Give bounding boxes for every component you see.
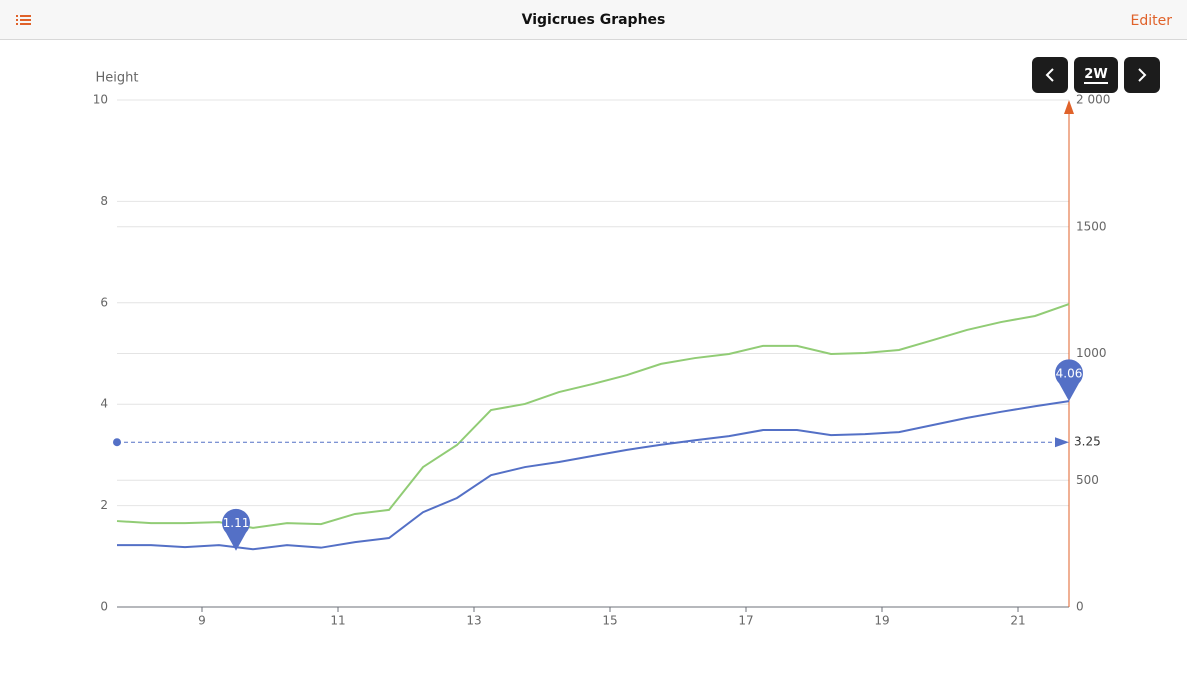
x-tick-label: 21 bbox=[1010, 614, 1025, 628]
prev-button[interactable] bbox=[1032, 57, 1068, 93]
threshold-label: 3.25 bbox=[1074, 435, 1101, 449]
y2-tick-label: 1500 bbox=[1076, 219, 1107, 233]
y-tick-label: 4 bbox=[100, 397, 108, 411]
marker-pin bbox=[1055, 359, 1083, 402]
marker-label: 4.06 bbox=[1056, 367, 1083, 381]
threshold-dot bbox=[113, 438, 121, 447]
threshold-arrow bbox=[1055, 437, 1069, 448]
marker-label: 1.11 bbox=[223, 516, 250, 530]
edit-button[interactable]: Editer bbox=[1130, 13, 1172, 29]
range-button[interactable]: 2W bbox=[1074, 57, 1118, 93]
y2-tick-label: 2 000 bbox=[1076, 93, 1110, 107]
y2-tick-label: 0 bbox=[1076, 600, 1084, 614]
x-tick-label: 13 bbox=[466, 614, 481, 628]
header: Vigicrues Graphes Editer bbox=[0, 0, 1187, 40]
marker-pin bbox=[222, 508, 250, 551]
x-tick-label: 19 bbox=[874, 614, 889, 628]
y-tick-label: 2 bbox=[100, 498, 108, 512]
menu-icon[interactable] bbox=[16, 15, 32, 27]
next-button[interactable] bbox=[1124, 57, 1160, 93]
y-axis-label: Height bbox=[96, 71, 139, 86]
y2-axis-arrow bbox=[1064, 100, 1074, 114]
y-tick-label: 10 bbox=[93, 93, 108, 107]
x-tick-label: 15 bbox=[602, 614, 617, 628]
x-tick-label: 9 bbox=[198, 614, 206, 628]
series-line bbox=[116, 303, 1070, 529]
y-tick-label: 6 bbox=[100, 295, 108, 309]
x-tick-label: 17 bbox=[738, 614, 753, 628]
y-tick-label: 8 bbox=[100, 194, 108, 208]
y-tick-label: 0 bbox=[100, 600, 108, 614]
y2-tick-label: 500 bbox=[1076, 473, 1099, 487]
y2-tick-label: 1000 bbox=[1076, 346, 1107, 360]
range-label: 2W bbox=[1084, 66, 1108, 84]
chart: Height 0 2 4 6 8 10 0 500 1000 1500 2 000 9 11 13 15 17 1… bbox=[93, 71, 1111, 628]
series-line bbox=[117, 400, 1070, 551]
page-title: Vigicrues Graphes bbox=[521, 12, 666, 28]
x-tick-label: 11 bbox=[330, 614, 345, 628]
